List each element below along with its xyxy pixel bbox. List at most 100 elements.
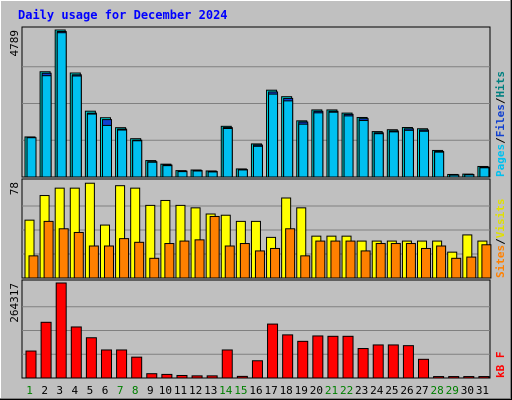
bar-sites (224, 245, 235, 279)
legend-item: / (494, 97, 507, 104)
y-max-label: 4789 (8, 30, 21, 57)
bar-kb-f (146, 373, 158, 379)
bar-sites (88, 245, 99, 279)
bar-kb-f (191, 375, 203, 379)
legend-item: Files (494, 104, 507, 137)
bar-pages (162, 165, 173, 178)
bar-kb-f (463, 376, 475, 379)
legend-item: / (494, 137, 507, 144)
bar-pages (358, 120, 369, 178)
panel-kbf: 264317 kB F (8, 279, 507, 379)
x-tick-label: 26 (400, 384, 413, 397)
bar-kb-f (40, 321, 52, 379)
bar-kb-f (100, 349, 112, 379)
legend-item: / (494, 238, 507, 245)
bar-sites (451, 257, 462, 279)
bar-sites (119, 238, 130, 279)
bar-kb-f (357, 348, 369, 379)
x-tick-label: 8 (132, 384, 139, 397)
bar-pages (147, 161, 158, 178)
x-tick-label: 14 (219, 384, 233, 397)
bar-sites (421, 247, 432, 279)
legend-item: kB F (494, 352, 507, 379)
bar-kb-f (478, 376, 490, 379)
legend-item: Visits (494, 199, 507, 239)
bar-pages (328, 111, 339, 178)
bar-kb-f (55, 282, 67, 379)
x-tick-label: 3 (56, 384, 63, 397)
bar-sites (239, 243, 250, 279)
bar-pages (419, 130, 430, 178)
chart-panels: 4789Pages/Files/Hits78Sites/Visits264317… (8, 26, 507, 379)
bar-pages (132, 140, 143, 178)
bar-kb-f (418, 358, 430, 379)
bar-pages (268, 93, 279, 178)
bar-pages (26, 137, 37, 178)
x-tick-label: 13 (204, 384, 217, 397)
x-tick-label: 23 (355, 384, 368, 397)
bar-kb-f (131, 356, 143, 379)
panel-visits_sites: 78 Sites/Visits (8, 178, 507, 279)
bar-sites (285, 228, 296, 279)
bar-pages (207, 171, 218, 178)
x-tick-label: 15 (234, 384, 247, 397)
bar-sites (179, 240, 190, 279)
bar-kb-f (85, 337, 97, 379)
bar-kb-f (251, 360, 263, 379)
x-tick-label: 5 (87, 384, 94, 397)
bar-sites (149, 257, 160, 279)
bar-pages (237, 169, 248, 178)
x-tick-label: 27 (415, 384, 428, 397)
bar-sites (330, 240, 341, 279)
bar-pages (373, 133, 384, 178)
x-tick-label: 17 (264, 384, 277, 397)
bar-kb-f (236, 375, 248, 379)
bar-kb-f (116, 349, 128, 379)
legend-item: Sites (494, 245, 507, 278)
bar-pages (343, 115, 354, 178)
bar-kb-f (297, 340, 309, 379)
bar-kb-f (267, 323, 279, 379)
bar-kb-f (342, 335, 354, 379)
bar-pages (101, 124, 112, 178)
x-tick-label: 9 (147, 384, 154, 397)
x-axis-labels: 1 2 3 4 5 6 7 8 9 10 11 12 13 14 15 16 17 18 19 20 21 22 23 24 2… (26, 384, 489, 397)
x-tick-label: 24 (370, 384, 384, 397)
x-tick-label: 30 (461, 384, 474, 397)
bar-kb-f (70, 326, 82, 379)
x-tick-label: 1 (26, 384, 33, 397)
bar-sites (300, 255, 311, 279)
bar-sites (103, 245, 114, 279)
bar-kb-f (221, 349, 233, 379)
bar-pages (388, 131, 399, 178)
legend-item: Hits (494, 71, 507, 98)
bar-sites (390, 243, 401, 279)
bar-sites (58, 228, 69, 279)
bar-pages (71, 75, 82, 178)
bar-sites (73, 231, 84, 279)
x-tick-label: 4 (72, 384, 79, 397)
x-tick-label: 18 (280, 384, 293, 397)
x-tick-label: 2 (41, 384, 48, 397)
x-tick-label: 16 (249, 384, 262, 397)
bar-sites (194, 239, 205, 279)
bar-kb-f (176, 374, 188, 379)
bar-sites (43, 220, 54, 279)
y-max-label: 78 (8, 182, 21, 195)
x-tick-label: 28 (431, 384, 444, 397)
bar-kb-f (25, 350, 37, 379)
bar-pages (192, 170, 203, 178)
bar-pages (449, 174, 460, 178)
bar-kb-f (448, 376, 460, 379)
bar-kb-f (282, 334, 294, 379)
bar-kb-f (372, 344, 384, 379)
bar-pages (313, 112, 324, 178)
bar-sites (481, 244, 492, 279)
chart-title: Daily usage for December 2024 (18, 8, 228, 22)
bar-pages (464, 174, 475, 178)
bar-pages (298, 123, 309, 178)
bar-sites (134, 241, 145, 279)
bar-pages (86, 113, 97, 178)
bar-pages (403, 129, 414, 178)
